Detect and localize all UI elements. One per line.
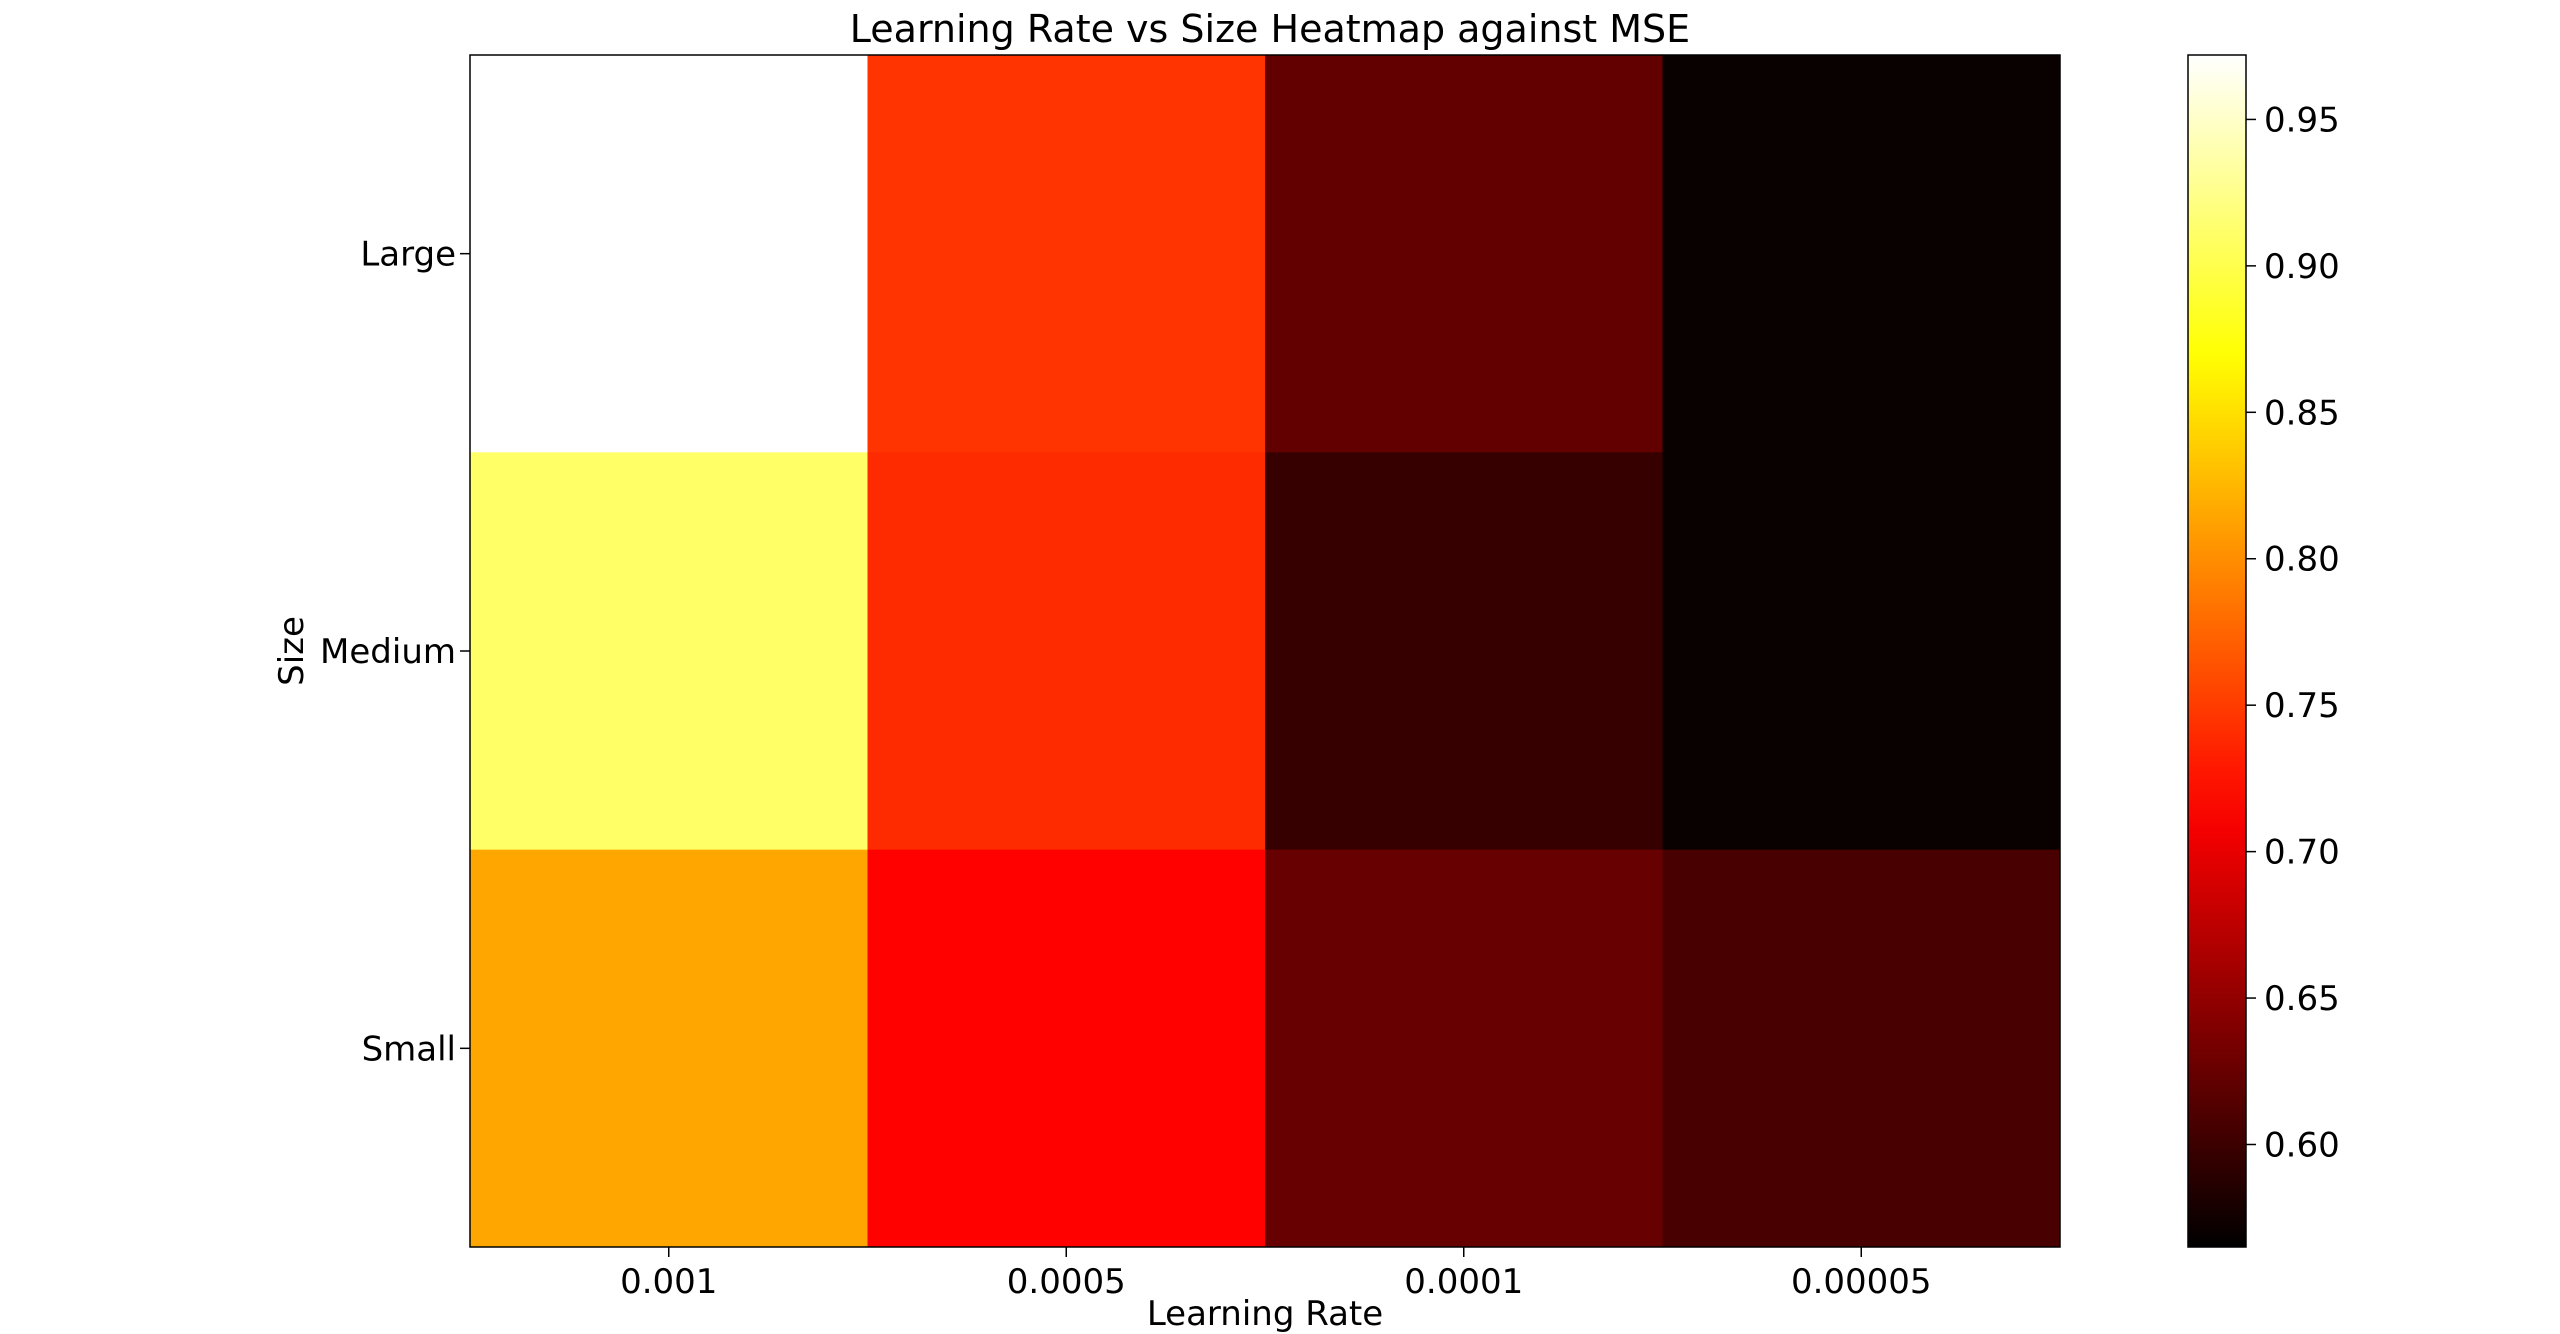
- x-tick-label: 0.0001: [1404, 1262, 1523, 1302]
- x-axis-ticks: 0.001 0.0005 0.0001 0.00005: [620, 1247, 1932, 1302]
- y-tick-label: Medium: [320, 632, 456, 672]
- heatmap-cell: [867, 55, 1266, 453]
- y-tick-label: Small: [362, 1029, 456, 1069]
- x-axis-label: Learning Rate: [1147, 1294, 1383, 1334]
- colorbar-tick-label: 0.85: [2264, 393, 2340, 433]
- colorbar-tick-label: 0.65: [2264, 979, 2340, 1019]
- heatmap-cell: [470, 849, 868, 1248]
- colorbar-tick-label: 0.70: [2264, 833, 2340, 873]
- heatmap-cell: [1662, 849, 2061, 1248]
- heatmap-cell: [1265, 55, 1663, 453]
- colorbar-tick-label: 0.80: [2264, 540, 2340, 580]
- heatmap-cell: [1265, 849, 1663, 1248]
- y-axis-ticks: Large Medium Small: [320, 235, 470, 1069]
- colorbar-ticks: 0.60 0.65 0.70 0.75 0.80 0.85 0.90 0.95: [2246, 100, 2340, 1165]
- colorbar-tick-label: 0.90: [2264, 247, 2340, 287]
- heatmap-cells: [470, 55, 2061, 1248]
- y-axis-label: Size: [272, 616, 312, 686]
- heatmap-cell: [1662, 452, 2061, 851]
- colorbar-tick-label: 0.60: [2264, 1125, 2340, 1165]
- x-tick-label: 0.0005: [1007, 1262, 1126, 1302]
- colorbar-tick-label: 0.75: [2264, 686, 2340, 726]
- chart-title: Learning Rate vs Size Heatmap against MS…: [850, 7, 1690, 51]
- heatmap-cell: [470, 55, 868, 453]
- colorbar: [2187, 54, 2247, 1248]
- colorbar-tick-label: 0.95: [2264, 100, 2340, 140]
- heatmap-cell: [1265, 452, 1663, 851]
- heatmap-cell: [867, 849, 1266, 1248]
- y-tick-label: Large: [360, 235, 456, 275]
- heatmap-cell: [867, 452, 1266, 851]
- x-tick-label: 0.00005: [1791, 1262, 1932, 1302]
- heatmap-cell: [470, 452, 868, 851]
- heatmap-cell: [1662, 55, 2061, 453]
- x-tick-label: 0.001: [620, 1262, 717, 1302]
